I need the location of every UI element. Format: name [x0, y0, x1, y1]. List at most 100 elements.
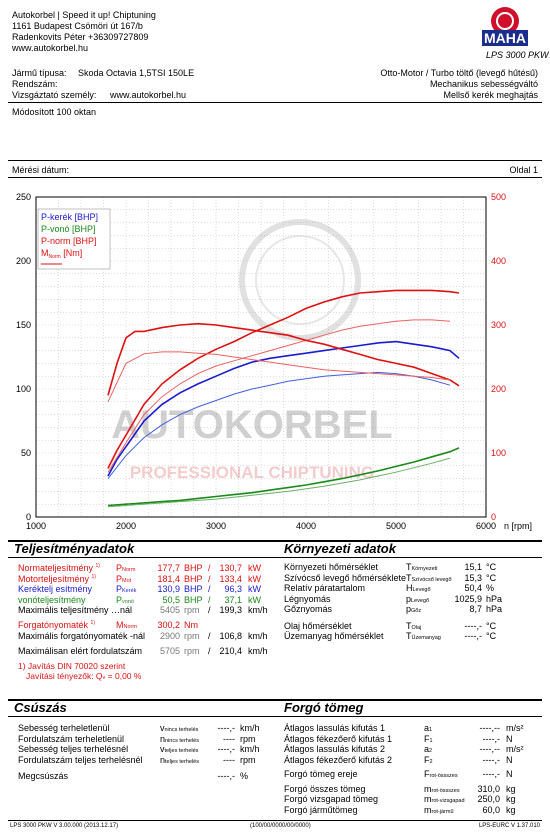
env-unit-4: hPa	[486, 604, 503, 614]
perf-label-1: Motorteljesítmény 1)	[18, 573, 96, 584]
env-value-4: 8,7	[469, 604, 482, 614]
env-label-1: Szívócső levegő hőmérséklete	[284, 572, 407, 583]
perf-maxrpm-unit: rpm	[184, 645, 200, 656]
y-left-tick-label: 0	[26, 512, 31, 522]
footer-right: LPS-EURC V 1.37.010	[478, 823, 540, 829]
slip-unit-3: rpm	[240, 754, 256, 765]
env-label-3: Légnyomás	[284, 593, 331, 604]
company-line-4: www.autokorbel.hu	[12, 43, 89, 53]
series-line-5	[107, 319, 451, 473]
slip-label-1: Fordulatszám terheletlenül	[18, 733, 125, 744]
mass-value-2: ----,--	[479, 744, 500, 754]
y-right-tick-label: 100	[491, 448, 506, 458]
perf-value2-3: 37,1	[224, 594, 242, 605]
slip-symbol-0: vnincs terhelés	[160, 723, 199, 733]
perf-sep-2: /	[208, 584, 211, 594]
slip-label-0: Sebesség terheletlenül	[18, 723, 110, 733]
mass-value-0: ----,--	[479, 723, 500, 733]
mass-symbol-0: a1	[424, 723, 433, 733]
mass-label-6: Forgó vizsgapad tömeg	[284, 794, 379, 804]
env-symbol-1: TSzívócső levegő	[406, 572, 452, 583]
watermark-subtitle: PROFESSIONAL CHIPTUNING	[130, 463, 374, 482]
engine-type: Otto-Motor / Turbo töltő (levegő hűtésű)	[380, 68, 538, 78]
mass-symbol-5: mrot-össszes	[424, 783, 460, 794]
env-symbol-6: TÜzemanyag	[406, 631, 441, 641]
x-tick-label: 3000	[206, 521, 226, 531]
env-title: Környezeti adatok	[284, 541, 396, 556]
perf-unit2-3: kW	[248, 594, 261, 605]
y-right-tick-label: 0	[491, 512, 496, 522]
legend-entry-1: P-vonó [BHP]	[41, 224, 96, 234]
company-line-3: Radenkovits Péter +36309727809	[12, 32, 149, 42]
y-right-tick-label: 400	[491, 256, 506, 266]
legend-box	[37, 208, 111, 270]
env-symbol-0: TKörnyezeti	[406, 562, 438, 572]
slip-label-2: Sebesség teljes terhelésnél	[18, 744, 129, 754]
perf-maxpower-sep: /	[208, 605, 211, 615]
env-value-1: 15,3	[464, 572, 482, 583]
perf-symbol-1: PMot	[116, 573, 132, 584]
perf-value2-0: 130,7	[219, 563, 242, 573]
mass-symbol-1: F1	[424, 733, 433, 744]
slip-unit-4: %	[240, 771, 249, 781]
modification-note: Módosított 100 oktan	[12, 107, 97, 117]
slip-value-4: ----,-	[217, 771, 236, 781]
slip-value-3: ----	[223, 754, 235, 765]
env-label-4: Gőznyomás	[284, 604, 333, 614]
measurement-date-label: Mérési dátum:	[12, 165, 70, 175]
perf-torque-value: 300,2	[157, 620, 180, 630]
perf-maxrpm-speed: 210,4	[219, 645, 242, 656]
perf-maxrpm-speed-unit: km/h	[248, 645, 268, 656]
mass-unit-6: kg	[506, 794, 516, 804]
slip-value-2: ----,-	[217, 744, 236, 754]
company-line-2: 1161 Budapest Csömöri út 167/b	[12, 21, 143, 31]
x-axis-label: n [rpm]	[504, 521, 532, 531]
maha-logo: MAHA	[474, 4, 536, 50]
series-line-4	[107, 289, 460, 469]
series-line-3	[107, 457, 451, 508]
mass-label-7: Forgó járműtömeg	[284, 804, 358, 815]
vehicle-type-label: Jármű típusa:	[12, 68, 67, 78]
perf-maxrpm-label: Maximálisan elért fordulatszám	[18, 645, 143, 656]
page-number: Oldal 1	[509, 165, 538, 175]
perf-unit1-2: BHP	[184, 584, 203, 594]
mass-unit-1: N	[506, 733, 513, 744]
series-line-6	[107, 322, 460, 396]
mass-value-6: 250,0	[477, 794, 500, 804]
watermark-title: AUTOKORBEL	[111, 403, 392, 447]
perf-maxpower-label: Maximális teljesítmény …nál	[18, 605, 133, 615]
perf-sep-3: /	[208, 594, 211, 605]
x-tick-label: 2000	[116, 521, 136, 531]
env-label-6: Üzemanyag hőmérséklet	[284, 631, 384, 641]
legend-entry-2: P-norm [BHP]	[41, 236, 97, 246]
perf-maxtorque-speed-unit: km/h	[248, 630, 268, 641]
env-unit-2: %	[486, 583, 495, 593]
y-left-tick-label: 150	[16, 320, 31, 330]
plot-frame	[35, 196, 487, 518]
perf-symbol-2: PKerék	[116, 584, 137, 594]
slip-symbol-1: nnincs terhelés	[160, 733, 199, 744]
mass-symbol-6: mrot-vizsgapad	[424, 794, 465, 804]
drive-type: Mellső kerék meghajtás	[443, 90, 538, 100]
y-right-tick-label: 500	[491, 192, 506, 202]
mass-unit-7: kg	[506, 804, 516, 815]
perf-unit1-0: BHP	[184, 563, 203, 573]
y-left-tick-label: 100	[16, 384, 31, 394]
perf-maxtorque-speed: 106,8	[219, 630, 242, 641]
env-symbol-5: TOlaj	[406, 620, 422, 631]
perf-maxtorque-rpm: 2900	[159, 630, 180, 641]
perf-sep-0: /	[208, 563, 211, 573]
mass-label-5: Forgó összes tömeg	[284, 783, 366, 794]
perf-maxpower-rpm: 5405	[159, 605, 180, 615]
mass-unit-2: m/s²	[506, 744, 524, 754]
perf-symbol-0: PNorm	[116, 563, 136, 573]
tester-value: www.autokorbel.hu	[110, 90, 187, 100]
series-line-7	[107, 351, 451, 403]
mass-unit-5: kg	[506, 783, 516, 794]
mass-unit-4: N	[506, 769, 513, 779]
perf-value2-2: 96,3	[224, 584, 242, 594]
perf-title: Teljesítményadatok	[14, 541, 135, 556]
env-label-5: Olaj hőmérséklet	[284, 620, 352, 631]
mass-value-1: ----,-	[482, 733, 501, 744]
slip-value-1: ----	[223, 733, 235, 744]
